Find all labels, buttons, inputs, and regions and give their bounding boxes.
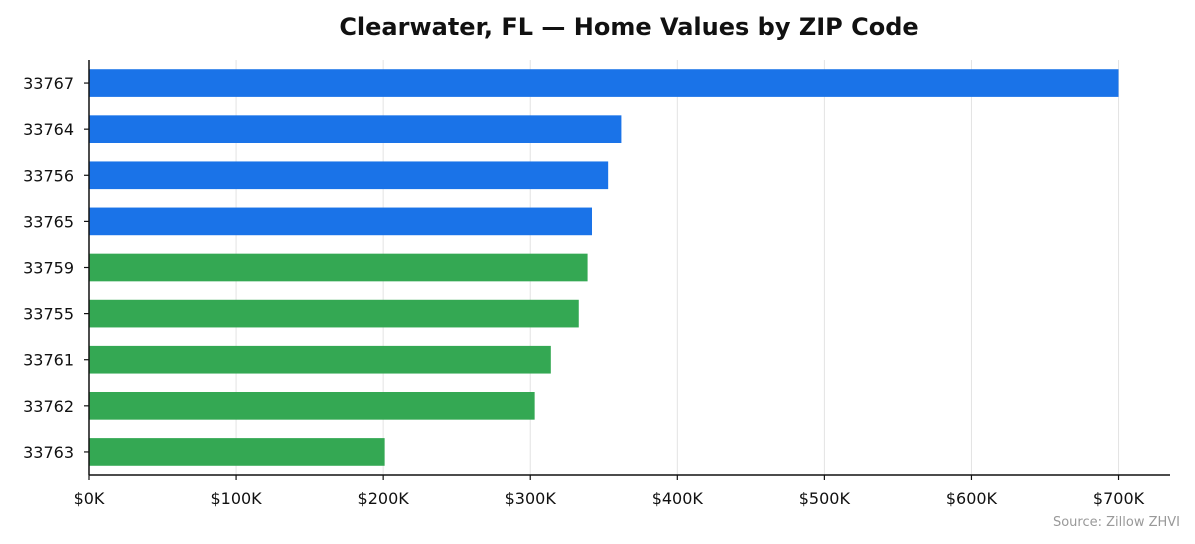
x-tick-label: $0K [74,489,105,508]
bar-33755 [89,299,579,328]
y-tick-label: 33767 [23,74,74,93]
bars [89,69,1119,466]
chart-title: Clearwater, FL — Home Values by ZIP Code [339,13,918,41]
bar-33761 [89,345,551,374]
bar-33765 [89,207,592,236]
bar-33756 [89,161,609,190]
y-tick-label: 33755 [23,305,74,324]
bar-33762 [89,392,535,420]
bar-33767 [89,69,1119,97]
x-tick-label: $700K [1093,489,1145,508]
y-tick-labels: 33767 33764 33756 33765 33759 33755 33761 33762… [23,74,89,462]
x-tick-label: $200K [358,489,410,508]
y-tick-label: 33756 [23,166,74,185]
bar-33763 [89,438,385,466]
y-tick-label: 33765 [23,212,74,231]
x-tick-label: $600K [946,489,998,508]
source-note: Source: Zillow ZHVI [1053,515,1180,530]
x-tick-labels: $0K $100K $200K $300K $400K $500K $600K $700K [74,475,1145,508]
bar-33759 [89,253,588,282]
x-tick-label: $300K [505,489,557,508]
bar-33764 [89,115,622,143]
x-tick-label: $400K [652,489,704,508]
y-tick-label: 33761 [23,351,74,370]
y-tick-label: 33759 [23,259,74,278]
x-tick-label: $500K [799,489,851,508]
x-tick-label: $100K [210,489,262,508]
y-tick-label: 33763 [23,443,74,462]
y-tick-label: 33762 [23,397,74,416]
y-tick-label: 33764 [23,120,74,139]
